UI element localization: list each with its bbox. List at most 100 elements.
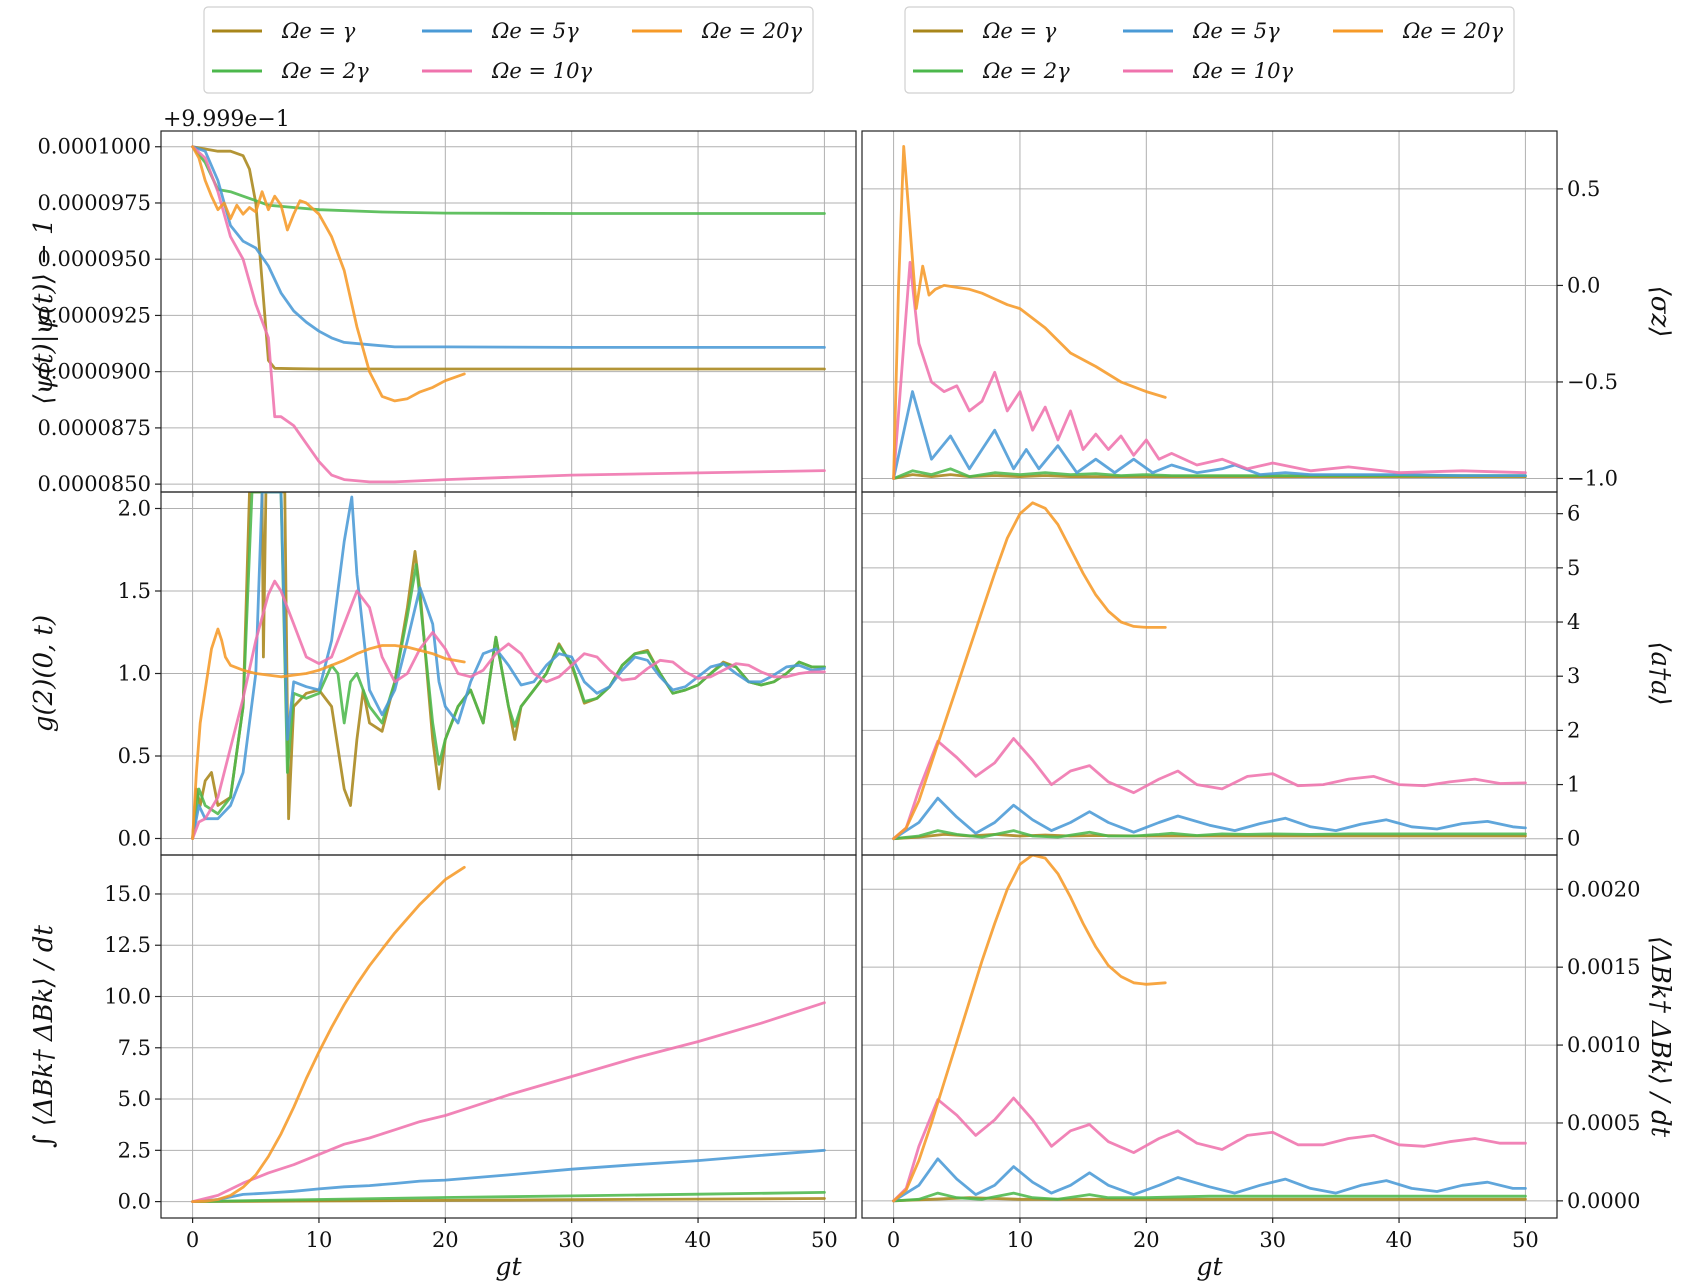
series-line-3 [892,737,1527,841]
y-tick-label: 10.0 [104,985,151,1009]
series-line-1 [892,829,1527,841]
y-tick-label: 0.0020 [1567,877,1640,901]
y-tick-label: 2.5 [118,1138,151,1162]
series-group [892,145,1527,480]
x-tick-label: 40 [685,1228,712,1252]
axes-frame [861,491,1558,856]
offset-text: +9.999e−1 [163,107,290,132]
panel-norm: 0.0000850 0.0000875 0.0000900 0.0000925 0.00… [29,107,857,497]
y-tick-label: 1.5 [118,579,151,603]
grid [862,492,1557,855]
series-line-2 [892,390,1527,480]
y-tick-label: 12.5 [104,933,151,957]
grid [161,131,856,492]
y-tick-label: 7.5 [118,1036,151,1060]
legend-label: Ωe = 10γ [1192,59,1294,83]
y-axis-label: ⟨ΔBk† ΔBk⟩ / dt [1645,936,1675,1138]
y-tick-label: 0.0000975 [37,191,151,215]
x-tick-label: 10 [306,1228,333,1252]
y-axis-label: ∫ ⟨ΔBk† ΔBk⟩ / dt [29,924,59,1148]
y-tick-label: 0.0000875 [37,416,151,440]
y-tick-label: 5.0 [118,1087,151,1111]
x-axis-label: gt [1196,1252,1223,1281]
series-line-4 [892,145,1167,480]
legend-label: Ωe = 20γ [1402,19,1504,43]
grid [862,131,1557,492]
panels: 0.00008500.00008750.00009000.00009250.00… [29,107,1675,1281]
legend-label: Ωe = 2γ [281,59,369,83]
legends: Ωe = γ Ωe = 2γ Ωe = 5γ Ωe = 10γ Ωe = 20γ Ωe =… [203,6,1515,94]
legend-label: Ωe = γ [982,19,1057,43]
legend-frame [904,6,1515,94]
y-tick-label: 1.0 [118,662,151,686]
legend-1: Ωe = γ Ωe = 2γ Ωe = 5γ Ωe = 10γ Ωe = 20γ [904,6,1515,94]
y-tick-label: 1 [1567,773,1580,797]
y-tick-label: 0.0 [1567,273,1600,297]
y-tick-label: 0.0005 [1567,1111,1640,1135]
series-line-2 [892,796,1527,841]
series-line-0 [892,833,1527,841]
panel-g2: 0.0 0.5 1.0 1.5 2.0 g(2)(0, t) [29,491,857,860]
x-axis-label: gt [495,1252,522,1281]
axes-frame [861,130,1558,493]
series-line-2 [191,1148,826,1203]
panel-integrated_emission: 0.0 2.5 5.0 7.5 10.0 12.5 15.0 0 10 20 30 40 50 gt ∫ ⟨… [29,854,857,1281]
x-tick-label: 50 [811,1228,838,1252]
series-line-1 [892,1191,1527,1203]
legend-label: Ωe = 5γ [1192,19,1280,43]
x-tick-label: 30 [1259,1228,1286,1252]
y-tick-label: 3 [1567,664,1580,688]
y-tick-label: 0.0000925 [37,303,151,327]
x-tick-label: 30 [558,1228,585,1252]
legend-label: Ωe = 2γ [982,59,1070,83]
grid [862,855,1557,1218]
x-tick-label: 40 [1386,1228,1413,1252]
panel-photon_number: 0 1 2 3 4 5 6 ⟨a†a⟩ [861,491,1675,860]
y-tick-label: 5 [1567,556,1580,580]
x-tick-label: 10 [1007,1228,1034,1252]
y-tick-label: 2 [1567,718,1580,742]
y-axis-label: ⟨σz⟩ [1645,286,1675,338]
y-tick-label: 4 [1567,610,1580,634]
y-tick-label: 0.0 [118,1190,151,1214]
y-tick-label: 0.0010 [1567,1033,1640,1057]
y-tick-label: 0.0 [118,827,151,851]
legend-label: Ωe = 20γ [701,19,803,43]
series-line-3 [892,260,1527,480]
y-tick-label: 6 [1567,502,1580,526]
y-tick-label: −0.5 [1567,370,1618,394]
legend-0: Ωe = γ Ωe = 2γ Ωe = 5γ Ωe = 10γ Ωe = 20γ [203,6,814,94]
series-line-1 [892,467,1527,480]
series-line-3 [892,1096,1527,1203]
series-line-2 [892,1157,1527,1203]
series-line-0 [892,1196,1527,1203]
series-group [191,492,826,840]
y-tick-label: 2.0 [118,497,151,521]
series-line-1 [191,145,826,215]
series-line-3 [191,1001,826,1203]
series-line-2 [191,145,826,349]
y-tick-label: 0 [1567,827,1580,851]
series-line-2 [191,492,826,840]
y-tick-label: 0.0001000 [37,135,151,159]
y-tick-label: 0.0015 [1567,955,1640,979]
y-tick-label: 0.5 [118,744,151,768]
panel-emission_rate: 0.0000 0.0005 0.0010 0.0015 0.0020 0 10 20 30 40 5… [861,854,1675,1281]
series-line-4 [892,501,1167,841]
series-line-4 [191,145,466,403]
series-line-0 [191,145,826,371]
legend-frame [203,6,814,94]
y-tick-label: 0.0000900 [37,360,151,384]
y-tick-label: 0.0000 [1567,1189,1640,1213]
y-tick-label: −1.0 [1567,466,1618,490]
series-group [892,855,1527,1203]
y-tick-label: 15.0 [104,882,151,906]
x-tick-label: 20 [432,1228,459,1252]
x-tick-label: 0 [186,1228,199,1252]
series-line-4 [191,627,466,840]
y-tick-label: 0.0000950 [37,247,151,271]
axes-frame [861,854,1558,1219]
y-axis-label: ⟨ψ(t)|ψ(t)⟩ − 1 [29,218,59,404]
y-axis-label: ⟨a†a⟩ [1645,641,1675,705]
